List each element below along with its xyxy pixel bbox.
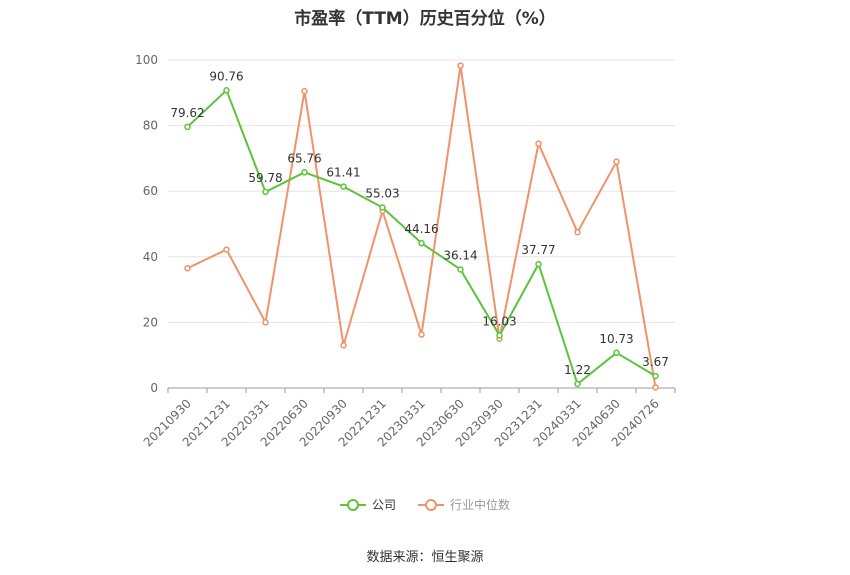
data-label: 59.78 bbox=[248, 171, 282, 185]
legend-item-company[interactable]: 公司 bbox=[339, 496, 396, 513]
data-label: 3.67 bbox=[642, 355, 669, 369]
legend-line-icon bbox=[418, 498, 444, 512]
legend-item-industry-median[interactable]: 行业中位数 bbox=[418, 496, 510, 513]
legend-label-industry-median: 行业中位数 bbox=[450, 498, 511, 512]
data-label: 65.76 bbox=[287, 151, 321, 165]
data-point-industry-median bbox=[574, 228, 581, 236]
y-tick-label: 100 bbox=[135, 53, 158, 67]
data-point-industry-median bbox=[340, 342, 347, 349]
axes: 0204060801002021093020211231202203312022… bbox=[135, 53, 676, 450]
data-point-company bbox=[496, 332, 503, 339]
legend: 公司 行业中位数 bbox=[0, 496, 850, 513]
y-tick-label: 0 bbox=[150, 381, 158, 395]
data-point-industry-median bbox=[184, 265, 191, 272]
grid-lines bbox=[168, 59, 675, 323]
data-point-company bbox=[223, 87, 230, 94]
data-label: 36.14 bbox=[443, 248, 477, 262]
data-point-industry-median bbox=[457, 62, 464, 69]
legend-line-icon bbox=[339, 498, 366, 512]
y-tick-label: 80 bbox=[143, 119, 158, 133]
data-source-note: 数据来源：恒生聚源 bbox=[366, 550, 484, 565]
y-tick-label: 60 bbox=[143, 184, 158, 198]
data-point-company bbox=[418, 239, 425, 247]
data-label: 61.41 bbox=[326, 166, 360, 180]
data-point-company bbox=[457, 266, 464, 273]
data-point-company bbox=[379, 204, 386, 211]
data-point-company bbox=[262, 188, 269, 196]
data-point-company bbox=[652, 372, 659, 380]
data-point-company bbox=[184, 123, 191, 131]
data-labels: 79.62 90.76 59.78 65.76 61.41 55.03 44.16 36.14… bbox=[170, 69, 669, 377]
data-point-company bbox=[535, 260, 542, 268]
data-point-industry-median bbox=[301, 87, 308, 95]
data-point-industry-median bbox=[262, 319, 269, 326]
y-tick-label: 40 bbox=[143, 250, 158, 264]
chart-title: 市盈率（TTM）历史百分位（%） bbox=[294, 9, 556, 29]
data-point-industry-median bbox=[535, 140, 542, 147]
data-point-industry-median bbox=[223, 246, 230, 253]
data-label: 10.73 bbox=[599, 332, 633, 346]
data-label: 90.76 bbox=[209, 69, 243, 83]
data-label: 79.62 bbox=[170, 106, 204, 120]
data-point-industry-median bbox=[652, 384, 659, 391]
data-label: 16.03 bbox=[482, 314, 516, 328]
legend-label-company: 公司 bbox=[371, 498, 396, 512]
data-point-industry-median bbox=[613, 158, 620, 165]
data-label: 37.77 bbox=[521, 243, 555, 257]
data-label: 1.22 bbox=[564, 363, 591, 377]
series-line-company bbox=[186, 89, 657, 385]
data-point-company bbox=[301, 169, 308, 176]
data-label: 55.03 bbox=[365, 187, 399, 201]
series-layer bbox=[184, 62, 659, 391]
data-point-company bbox=[340, 183, 347, 190]
data-point-company bbox=[574, 380, 581, 388]
data-point-company bbox=[613, 349, 620, 357]
data-point-industry-median bbox=[418, 331, 425, 338]
y-tick-label: 20 bbox=[143, 315, 158, 329]
data-label: 44.16 bbox=[404, 222, 438, 236]
